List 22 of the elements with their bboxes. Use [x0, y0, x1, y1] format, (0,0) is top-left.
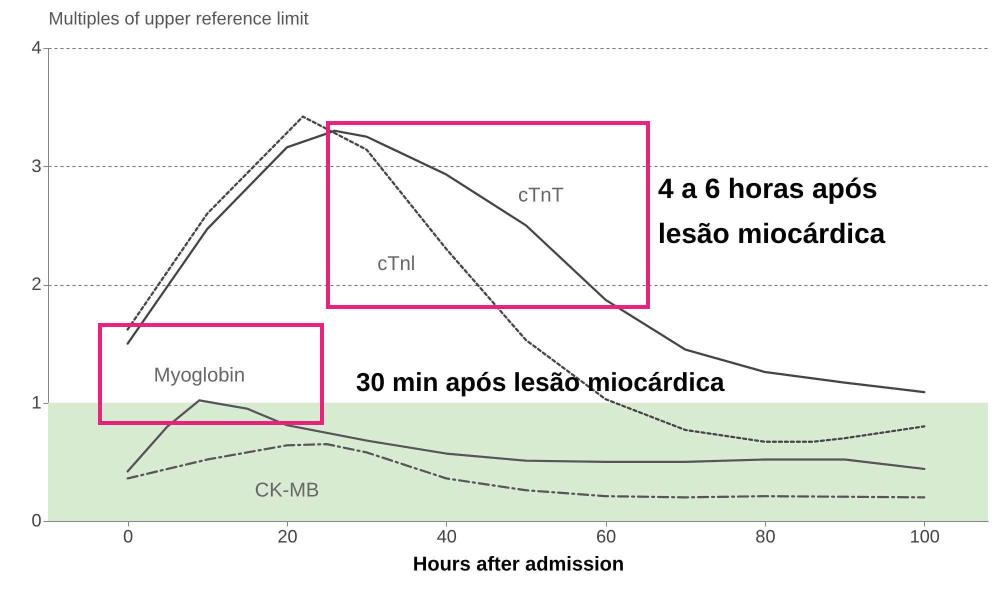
x-tick-label: 80	[755, 526, 776, 546]
x-axis-title: Hours after admission	[412, 554, 624, 576]
y-tick-label: 3	[31, 156, 42, 176]
y-tick-label: 1	[31, 392, 42, 412]
line-series	[126, 443, 926, 498]
annotation: 4 a 6 horas após lesão miocárdica	[658, 173, 886, 249]
series-label: CK-MB	[254, 479, 320, 502]
x-tick-label: 0	[123, 526, 134, 546]
series-label: cTnl	[377, 253, 416, 276]
x-tick-label: 40	[436, 526, 457, 546]
y-tick-label: 4	[31, 38, 42, 58]
y-axis-title: Multiples of upper reference limit	[48, 8, 309, 28]
series-label: Myoglobin	[154, 364, 245, 386]
line-series	[126, 115, 926, 443]
x-tick-label: 100	[910, 526, 940, 546]
x-tick-label: 20	[277, 526, 298, 546]
series-label: cTnT	[518, 184, 564, 206]
x-tick-label: 60	[596, 526, 616, 546]
y-tick-label: 0	[31, 510, 42, 530]
line-series	[126, 399, 926, 472]
annotation: 30 min após lesão miocárdica	[356, 367, 726, 397]
y-tick-label: 2	[31, 274, 42, 294]
